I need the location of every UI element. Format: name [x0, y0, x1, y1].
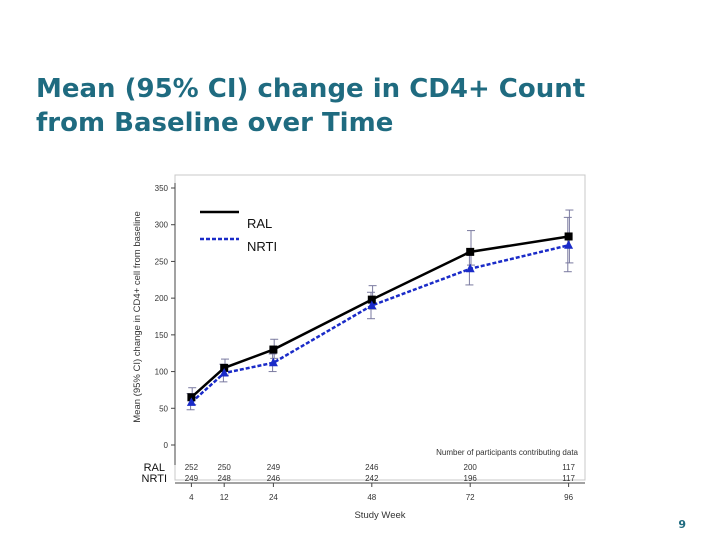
marker-nrti — [219, 368, 229, 377]
participant-count: 117 — [562, 463, 575, 472]
participant-count: 246 — [267, 474, 281, 483]
participant-count: 248 — [218, 474, 232, 483]
marker-ral — [564, 232, 573, 241]
slide-title-line-2: from Baseline over Time — [36, 108, 394, 138]
legend: RAL NRTI — [198, 194, 328, 260]
y-tick-label: 100 — [155, 368, 169, 377]
y-tick-label: 250 — [155, 257, 169, 266]
y-tick-label: 0 — [164, 441, 169, 450]
participant-count: 249 — [267, 463, 281, 472]
y-axis-label: Mean (95% CI) change in CD4+ cell from b… — [132, 211, 143, 422]
legend-label-ral: RAL — [247, 216, 272, 231]
x-tick-label: 48 — [367, 493, 376, 502]
participant-count: 249 — [185, 474, 199, 483]
legend-background — [198, 194, 328, 260]
participants-row-label-nrti: NRTI — [142, 473, 167, 485]
y-tick-label: 300 — [155, 221, 169, 230]
x-axis: 4 12 24 48 72 96 — [175, 482, 585, 502]
series-line-ral — [190, 235, 569, 399]
participants-caption: Number of participants contributing data — [436, 448, 578, 457]
marker-ral — [466, 247, 475, 256]
marker-ral — [269, 345, 278, 354]
y-tick-label: 350 — [155, 184, 169, 193]
x-tick-label: 24 — [269, 493, 278, 502]
slide-title-line-1: Mean (95% CI) change in CD4+ Count — [36, 74, 586, 104]
participants-row-label-ral: RAL — [144, 462, 165, 474]
slide-title: Mean (95% CI) change in CD4+ Count from … — [36, 72, 676, 140]
legend-label-nrti: NRTI — [247, 239, 277, 254]
y-axis: 0 50 100 150 200 250 300 350 — [155, 183, 176, 465]
series-lines — [190, 235, 569, 404]
marker-ral — [187, 393, 196, 402]
marker-ral — [367, 295, 376, 304]
participant-count: 200 — [464, 463, 478, 472]
marker-nrti — [564, 240, 574, 249]
participant-count: 196 — [464, 474, 478, 483]
participant-count: 117 — [562, 474, 575, 483]
x-tick-label: 4 — [189, 493, 194, 502]
participant-count: 250 — [218, 463, 232, 472]
marker-nrti — [268, 357, 278, 367]
participant-count: 242 — [365, 474, 379, 483]
participant-count: 246 — [365, 463, 379, 472]
page-number: 9 — [678, 518, 686, 531]
x-tick-label: 72 — [466, 493, 475, 502]
marker-nrti — [186, 397, 196, 406]
x-axis-label: Study Week — [354, 510, 405, 521]
marker-nrti — [367, 300, 377, 309]
y-tick-label: 200 — [155, 294, 169, 303]
y-tick-label: 50 — [159, 404, 168, 413]
x-tick-label: 12 — [220, 493, 229, 502]
marker-nrti — [465, 263, 475, 273]
cd4-change-chart: 0 50 100 150 200 250 300 350 4 12 24 48 72 96 Mean (… — [132, 174, 586, 521]
data-markers — [186, 232, 574, 406]
y-tick-label: 150 — [155, 331, 169, 340]
x-tick-label: 96 — [564, 493, 573, 502]
marker-ral — [220, 363, 229, 372]
participants-table: RAL NRTI 252 250 249 246 200 117 249 248 246 242 1… — [142, 462, 576, 485]
series-line-nrti — [190, 244, 569, 404]
participant-count: 252 — [185, 463, 199, 472]
